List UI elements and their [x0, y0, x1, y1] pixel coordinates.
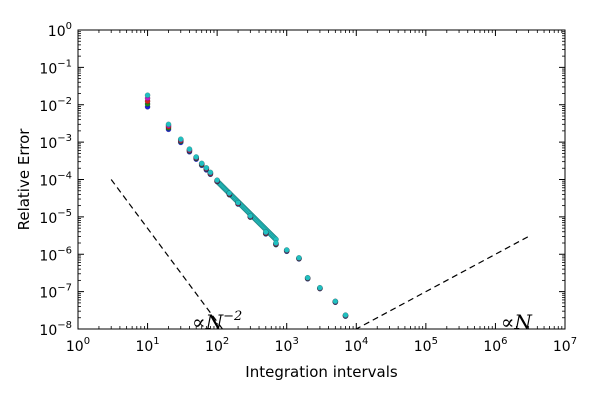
plot-contents: [110, 92, 529, 329]
data-point: [203, 165, 210, 171]
data-point: [235, 199, 241, 206]
axis-ticks: 100 101 102 103 104 105 106 107 100 10−1 10−2 10−3 1…: [39, 21, 577, 355]
data-point: [177, 136, 184, 142]
x-tick-label: 104: [344, 336, 368, 355]
y-tick-label: 10−5: [39, 208, 72, 227]
reference-line-2: [355, 235, 529, 329]
data-point: [296, 255, 302, 261]
x-axis-label: Integration intervals: [245, 363, 398, 381]
x-tick-label: 106: [483, 336, 507, 355]
annotation-1: ∝N−2: [192, 309, 242, 334]
data-point: [186, 146, 193, 152]
data-point: [165, 121, 172, 128]
annotation-2: ∝N: [501, 310, 534, 334]
x-tick-label: 100: [66, 336, 90, 355]
data-point: [198, 160, 205, 167]
y-tick-label: 10−3: [39, 133, 72, 152]
data-point: [273, 240, 279, 246]
y-axis-label: Relative Error: [15, 128, 33, 231]
data-point: [317, 284, 323, 291]
data-point: [342, 312, 349, 318]
y-tick-label: 10−6: [39, 245, 72, 264]
plot-frame: [77, 29, 566, 330]
y-tick-label: 10−1: [39, 58, 72, 77]
data-point: [332, 298, 339, 305]
data-point: [304, 274, 311, 281]
y-tick-label: 100: [48, 21, 72, 40]
y-tick-label: 10−4: [39, 171, 72, 190]
plot-area: ∝N−2 ∝N: [77, 29, 566, 334]
x-tick-label: 102: [205, 336, 229, 355]
x-tick-label: 105: [414, 336, 438, 355]
y-tick-label: 10−2: [39, 96, 72, 115]
data-point: [207, 169, 214, 176]
x-tick-label: 103: [275, 336, 299, 355]
y-tick-label: 10−7: [39, 283, 72, 302]
series-5: [144, 92, 349, 318]
x-tick-label: 101: [135, 336, 159, 355]
y-tick-label: 10−8: [39, 320, 72, 339]
data-point: [283, 247, 290, 253]
axis-labels: Integration intervals Relative Error: [15, 128, 398, 381]
data-point: [226, 190, 233, 196]
x-tick-label: 107: [553, 336, 577, 355]
data-point: [193, 154, 199, 160]
reference-line-1: [110, 179, 224, 329]
data-point: [247, 213, 254, 219]
data-point: [214, 177, 220, 183]
data-point: [144, 92, 151, 99]
data-point: [262, 229, 269, 235]
